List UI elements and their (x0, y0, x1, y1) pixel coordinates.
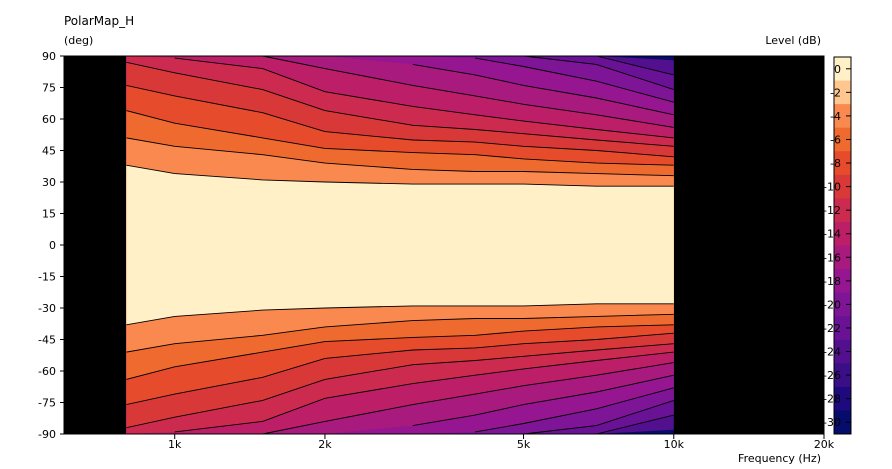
contour-line-12-upper (174, 57, 674, 139)
colorbar-swatch (834, 269, 851, 294)
contour-line-14-lower (262, 362, 674, 435)
colorbar-tick-label: -4 (830, 110, 841, 123)
contour-line-18-upper (475, 57, 674, 103)
contour-line-20-upper (523, 55, 674, 91)
colorbar-swatch (834, 410, 851, 435)
y-tick-label: -60 (38, 365, 56, 378)
colorbar-tick-label: -2 (830, 86, 841, 99)
colorbar-tick-label: -16 (823, 251, 841, 264)
y-tick-label: -45 (38, 334, 56, 347)
y-tick-label: 75 (42, 82, 56, 95)
colorbar-swatch (834, 80, 851, 105)
band-level-0 (126, 165, 674, 325)
contour-line-6-upper (126, 110, 674, 166)
colorbar-tick-label: -12 (823, 204, 841, 217)
contour-line-16-upper (412, 63, 674, 116)
colorbar-tick-label: -8 (830, 157, 841, 170)
colorbar-tick-label: -18 (823, 275, 841, 288)
contour-line-22-upper (596, 55, 674, 76)
colorbar-tick-label: -10 (823, 181, 841, 194)
colorbar-swatch (834, 198, 851, 223)
y-tick-label: 90 (42, 50, 56, 63)
x-tick-label: 1k (168, 438, 182, 451)
contour-line-8-upper (126, 84, 674, 158)
colorbar-tick-label: 0 (834, 63, 841, 76)
x-tick-label: 2k (318, 438, 332, 451)
colorbar-swatch (834, 151, 851, 176)
colorbar-swatch (834, 292, 851, 317)
contour-line-2-lower (126, 303, 674, 326)
colorbar-label: Level (dB) (765, 34, 821, 47)
contour-line-4-upper (126, 137, 674, 177)
contour-line-2-upper (126, 164, 674, 187)
colorbar-tick-label: -26 (823, 369, 841, 382)
colorbar-swatch (834, 104, 851, 129)
colorbar-tick-label: -28 (823, 393, 841, 406)
contour-line-18-lower (475, 387, 674, 433)
contour-line-10-lower (126, 343, 674, 429)
contour-line-14-upper (262, 55, 674, 128)
colorbar-tick-label: -20 (823, 298, 841, 311)
y-tick-label: 45 (42, 145, 56, 158)
colorbar-swatch (834, 127, 851, 152)
x-tick-label: 5k (517, 438, 531, 451)
colorbar: 0 -2 -4 -6 -8 -10 -12 -14 -16 -18 -20 -22 -24 -26 -28 -… (823, 56, 852, 435)
y-tick-label: -90 (38, 428, 56, 441)
contour-bands (126, 56, 674, 434)
x-tick-label: 20k (814, 438, 835, 451)
colorbar-swatch (834, 363, 851, 388)
y-tick-label: 30 (42, 176, 56, 189)
y-tick-label: -30 (38, 302, 56, 315)
colorbar-swatch (834, 245, 851, 270)
contour-line-8-lower (126, 332, 674, 406)
x-tick-label: 10k (664, 438, 685, 451)
colorbar-swatch (834, 339, 851, 364)
contour-line-10-upper (126, 61, 674, 147)
chart-title: PolarMap_H (64, 14, 134, 28)
y-tick-label: 60 (42, 113, 56, 126)
contour-line-16-lower (412, 374, 674, 427)
colorbar-tick-label: -14 (823, 228, 841, 241)
x-axis-label: Frequency (Hz) (738, 452, 821, 465)
colorbar-tick-label: -24 (823, 346, 841, 359)
y-tick-label: 0 (49, 239, 56, 252)
contour-line-12-lower (174, 351, 674, 433)
contour-line-4-lower (126, 313, 674, 353)
colorbar-swatch (834, 174, 851, 199)
y-tick-label: 15 (42, 208, 56, 221)
x-axis-ticks: 1k 2k 5k 10k 20k (168, 434, 835, 451)
colorbar-tick-label: -6 (830, 133, 841, 146)
contour-line-20-lower (523, 399, 674, 435)
colorbar-swatch (834, 386, 851, 411)
y-tick-label: -75 (38, 397, 56, 410)
contour-line-6-lower (126, 324, 674, 380)
colorbar-tick-label: -30 (823, 416, 841, 429)
colorbar-swatch (834, 57, 851, 82)
contour-lines (126, 55, 674, 435)
plot-area (63, 55, 825, 435)
y-tick-label: -15 (38, 271, 56, 284)
y-axis-unit-label: (deg) (64, 34, 93, 47)
y-axis-ticks: 90 75 60 45 30 15 0 -15 -30 -45 -60 -75 -90 (38, 50, 64, 441)
colorbar-frame (833, 56, 852, 435)
colorbar-swatch (834, 316, 851, 341)
contour-line-22-lower (596, 414, 674, 435)
colorbar-swatch (834, 221, 851, 246)
colorbar-tick-label: -22 (823, 322, 841, 335)
